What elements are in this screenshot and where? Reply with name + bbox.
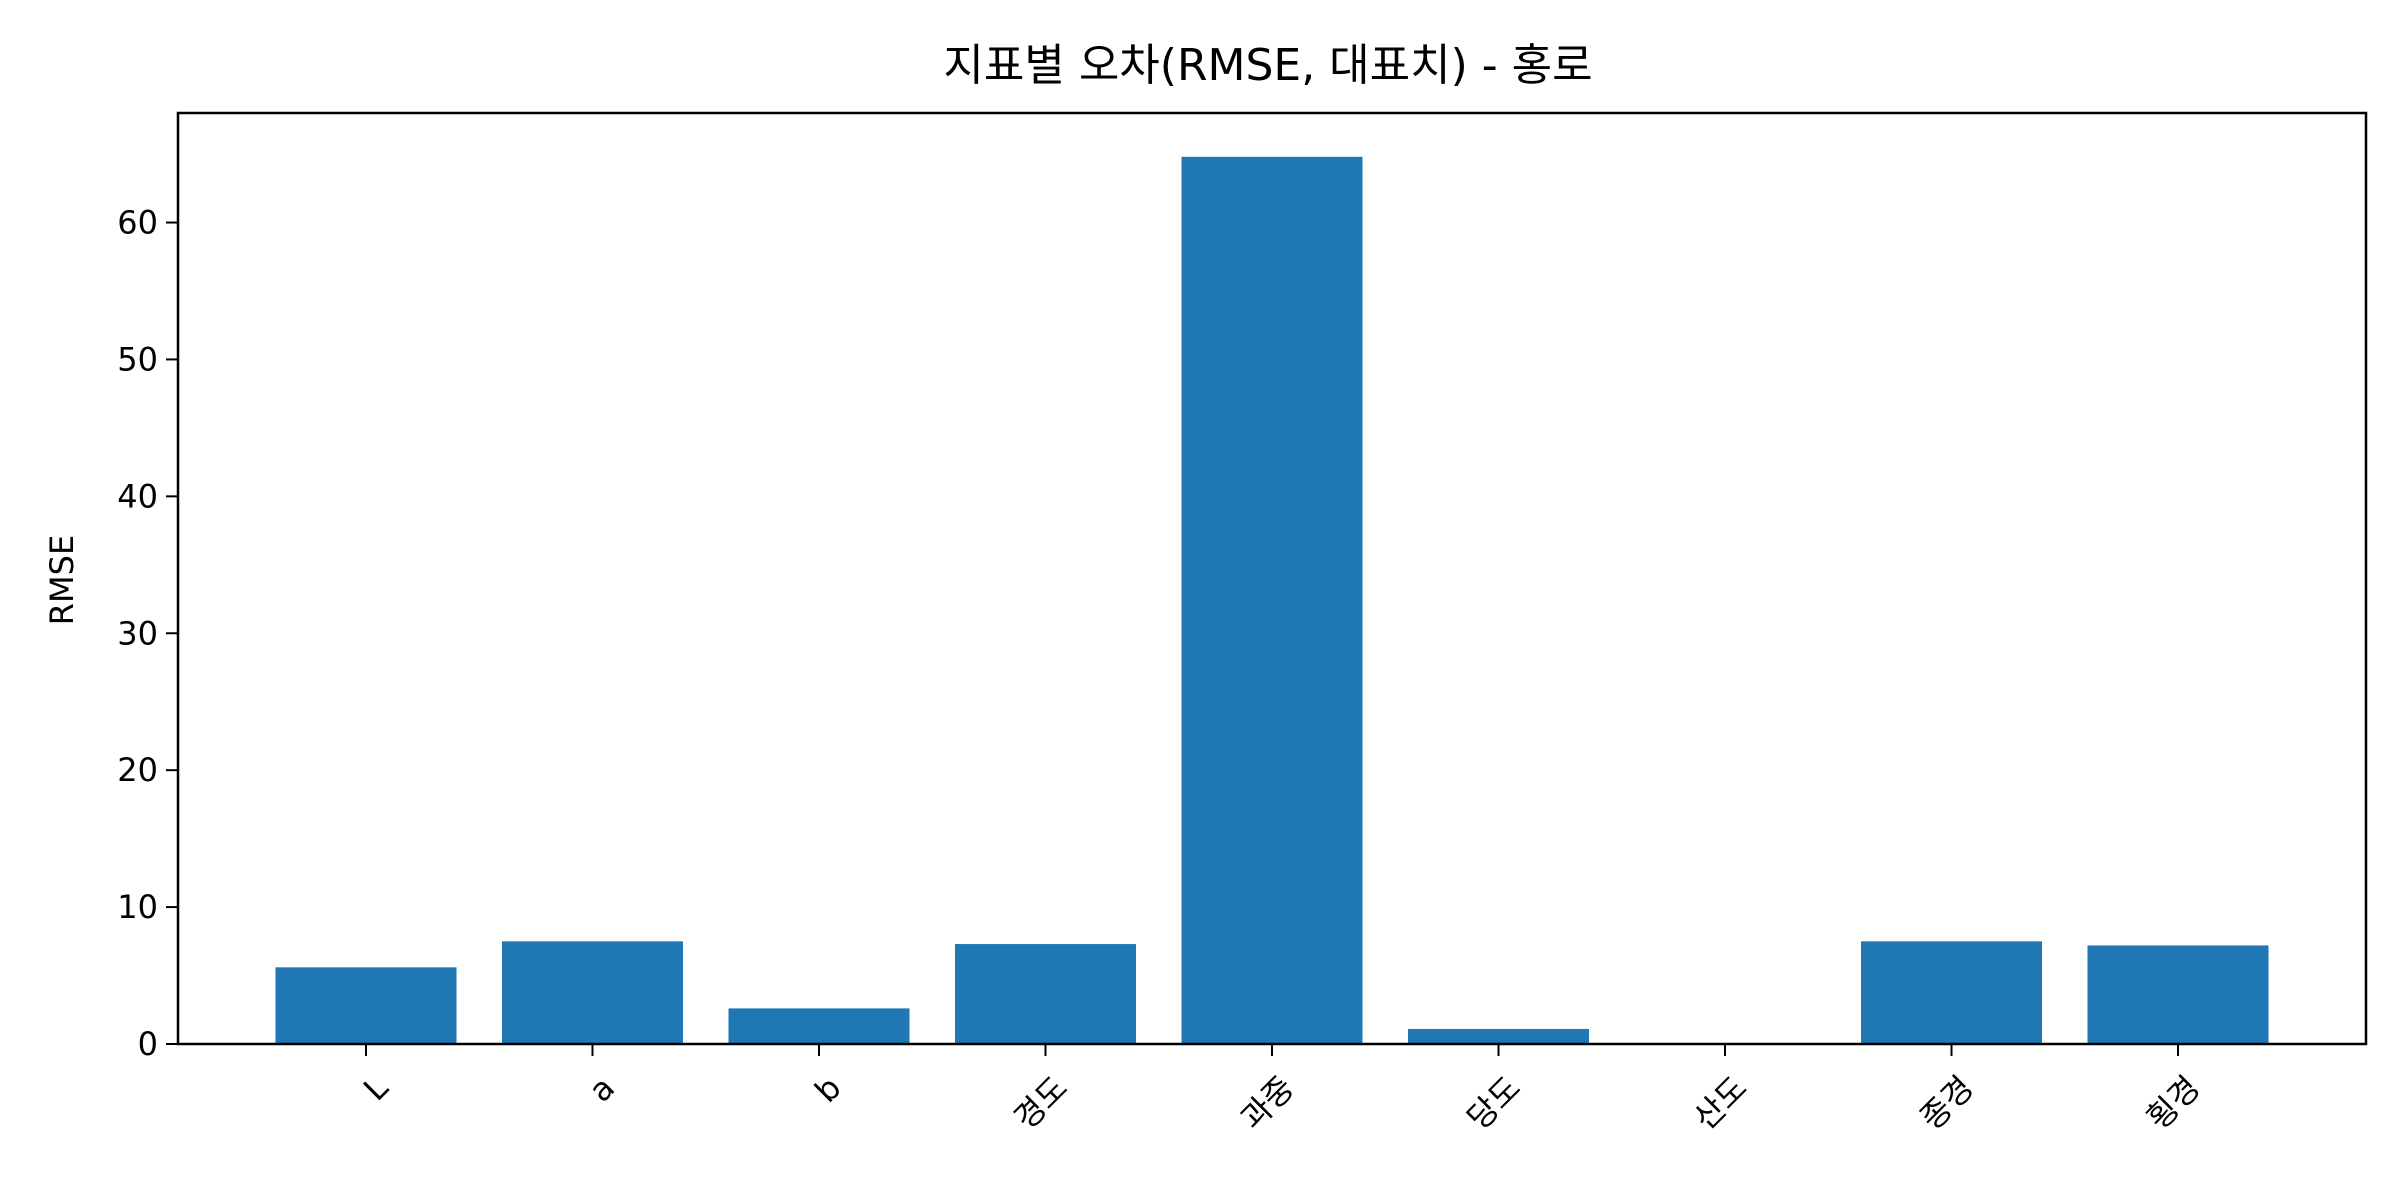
bar-0 [275, 967, 457, 1044]
chart-title: 지표별 오차(RMSE, 대표치) - 홍로 [943, 40, 1592, 91]
y-tick-label-5: 50 [117, 340, 158, 378]
y-tick-label-1: 10 [117, 888, 158, 926]
bar-4 [1181, 156, 1363, 1044]
x-tick-label-6: 산도 [1686, 1069, 1755, 1138]
bar-7 [1861, 941, 2042, 1044]
x-tick-label-1: a [581, 1069, 622, 1110]
bar-3 [955, 944, 1136, 1044]
x-tick-label-2: b [807, 1069, 848, 1110]
bar-2 [728, 1008, 910, 1044]
y-axis-label: RMSE [43, 535, 81, 625]
x-tick-label-0: L [356, 1069, 396, 1109]
bar-1 [502, 941, 683, 1044]
y-tick-label-6: 60 [117, 204, 158, 242]
x-tick-label-4: 과중 [1233, 1069, 1302, 1138]
y-tick-label-4: 40 [117, 477, 158, 515]
bars-group [275, 156, 2269, 1044]
x-tick-label-5: 당도 [1459, 1069, 1528, 1138]
bar-8 [2087, 945, 2269, 1044]
x-tick-label-8: 횡경 [2139, 1069, 2208, 1138]
plot-frame [176, 111, 2368, 1046]
x-tick-label-3: 경도 [1006, 1069, 1075, 1138]
x-tick-label-7: 종경 [1912, 1069, 1981, 1138]
y-axis: 0 10 20 30 40 50 60 [117, 204, 178, 1063]
y-tick-label-0: 0 [138, 1025, 158, 1063]
bar-5 [1408, 1028, 1589, 1044]
y-tick-label-3: 30 [117, 614, 158, 652]
y-tick-label-2: 20 [117, 751, 158, 789]
